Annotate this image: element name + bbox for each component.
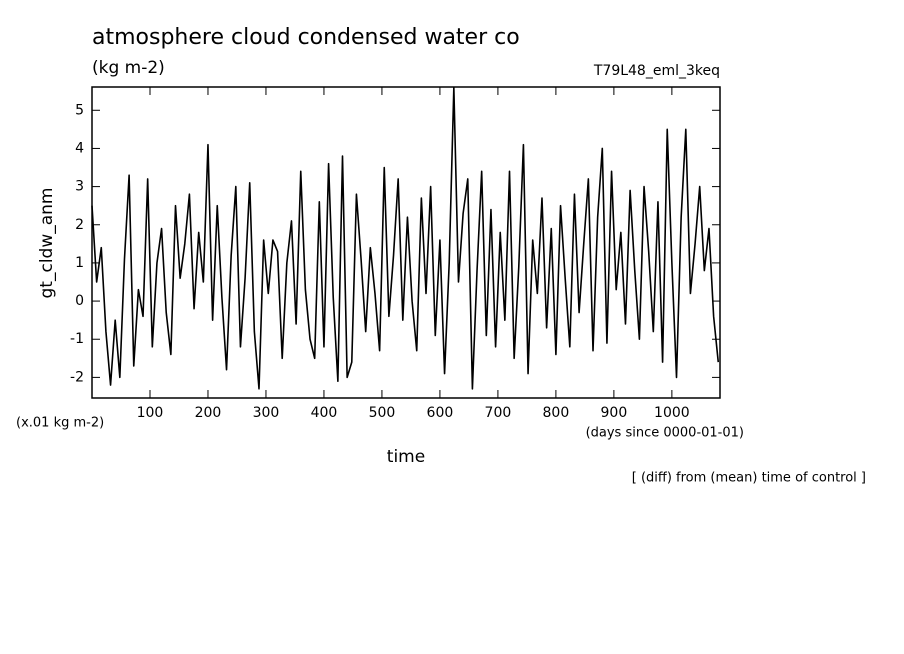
y-tick-label: -2: [70, 369, 84, 385]
x-tick-label: 100: [137, 405, 164, 421]
plot-frame: [91, 86, 721, 399]
x-tick-label: 500: [369, 405, 396, 421]
x-tick-label: 600: [427, 405, 454, 421]
run-label: T79L48_eml_3keq: [593, 63, 720, 79]
y-tick-label: 5: [75, 102, 84, 118]
chart-subtitle: (kg m-2): [92, 58, 165, 78]
y-tick-label: 4: [75, 140, 84, 156]
chart-title: atmosphere cloud condensed water co: [92, 25, 520, 50]
x-axis-label: time: [387, 447, 425, 467]
x-tick-label: 700: [485, 405, 512, 421]
data-line: [91, 86, 720, 390]
y-axis-label: gt_cldw_anm: [37, 188, 57, 299]
y-tick-label: 0: [75, 293, 84, 309]
y-tick-label: 1: [75, 255, 84, 271]
y-tick-label: 2: [75, 217, 84, 233]
y-tick-label: 3: [75, 179, 84, 195]
x-tick-label: 800: [543, 405, 570, 421]
x-unit: (days since 0000-01-01): [586, 426, 744, 441]
x-tick-label: 1000: [654, 405, 690, 421]
note: [ (diff) from (mean) time of control ]: [632, 471, 866, 486]
y-tick-label: -1: [70, 331, 84, 347]
x-tick-label: 300: [253, 405, 280, 421]
y-unit: (x.01 kg m-2): [16, 416, 104, 431]
x-tick-label: 900: [601, 405, 628, 421]
x-tick-label: 200: [195, 405, 222, 421]
x-tick-label: 400: [311, 405, 338, 421]
